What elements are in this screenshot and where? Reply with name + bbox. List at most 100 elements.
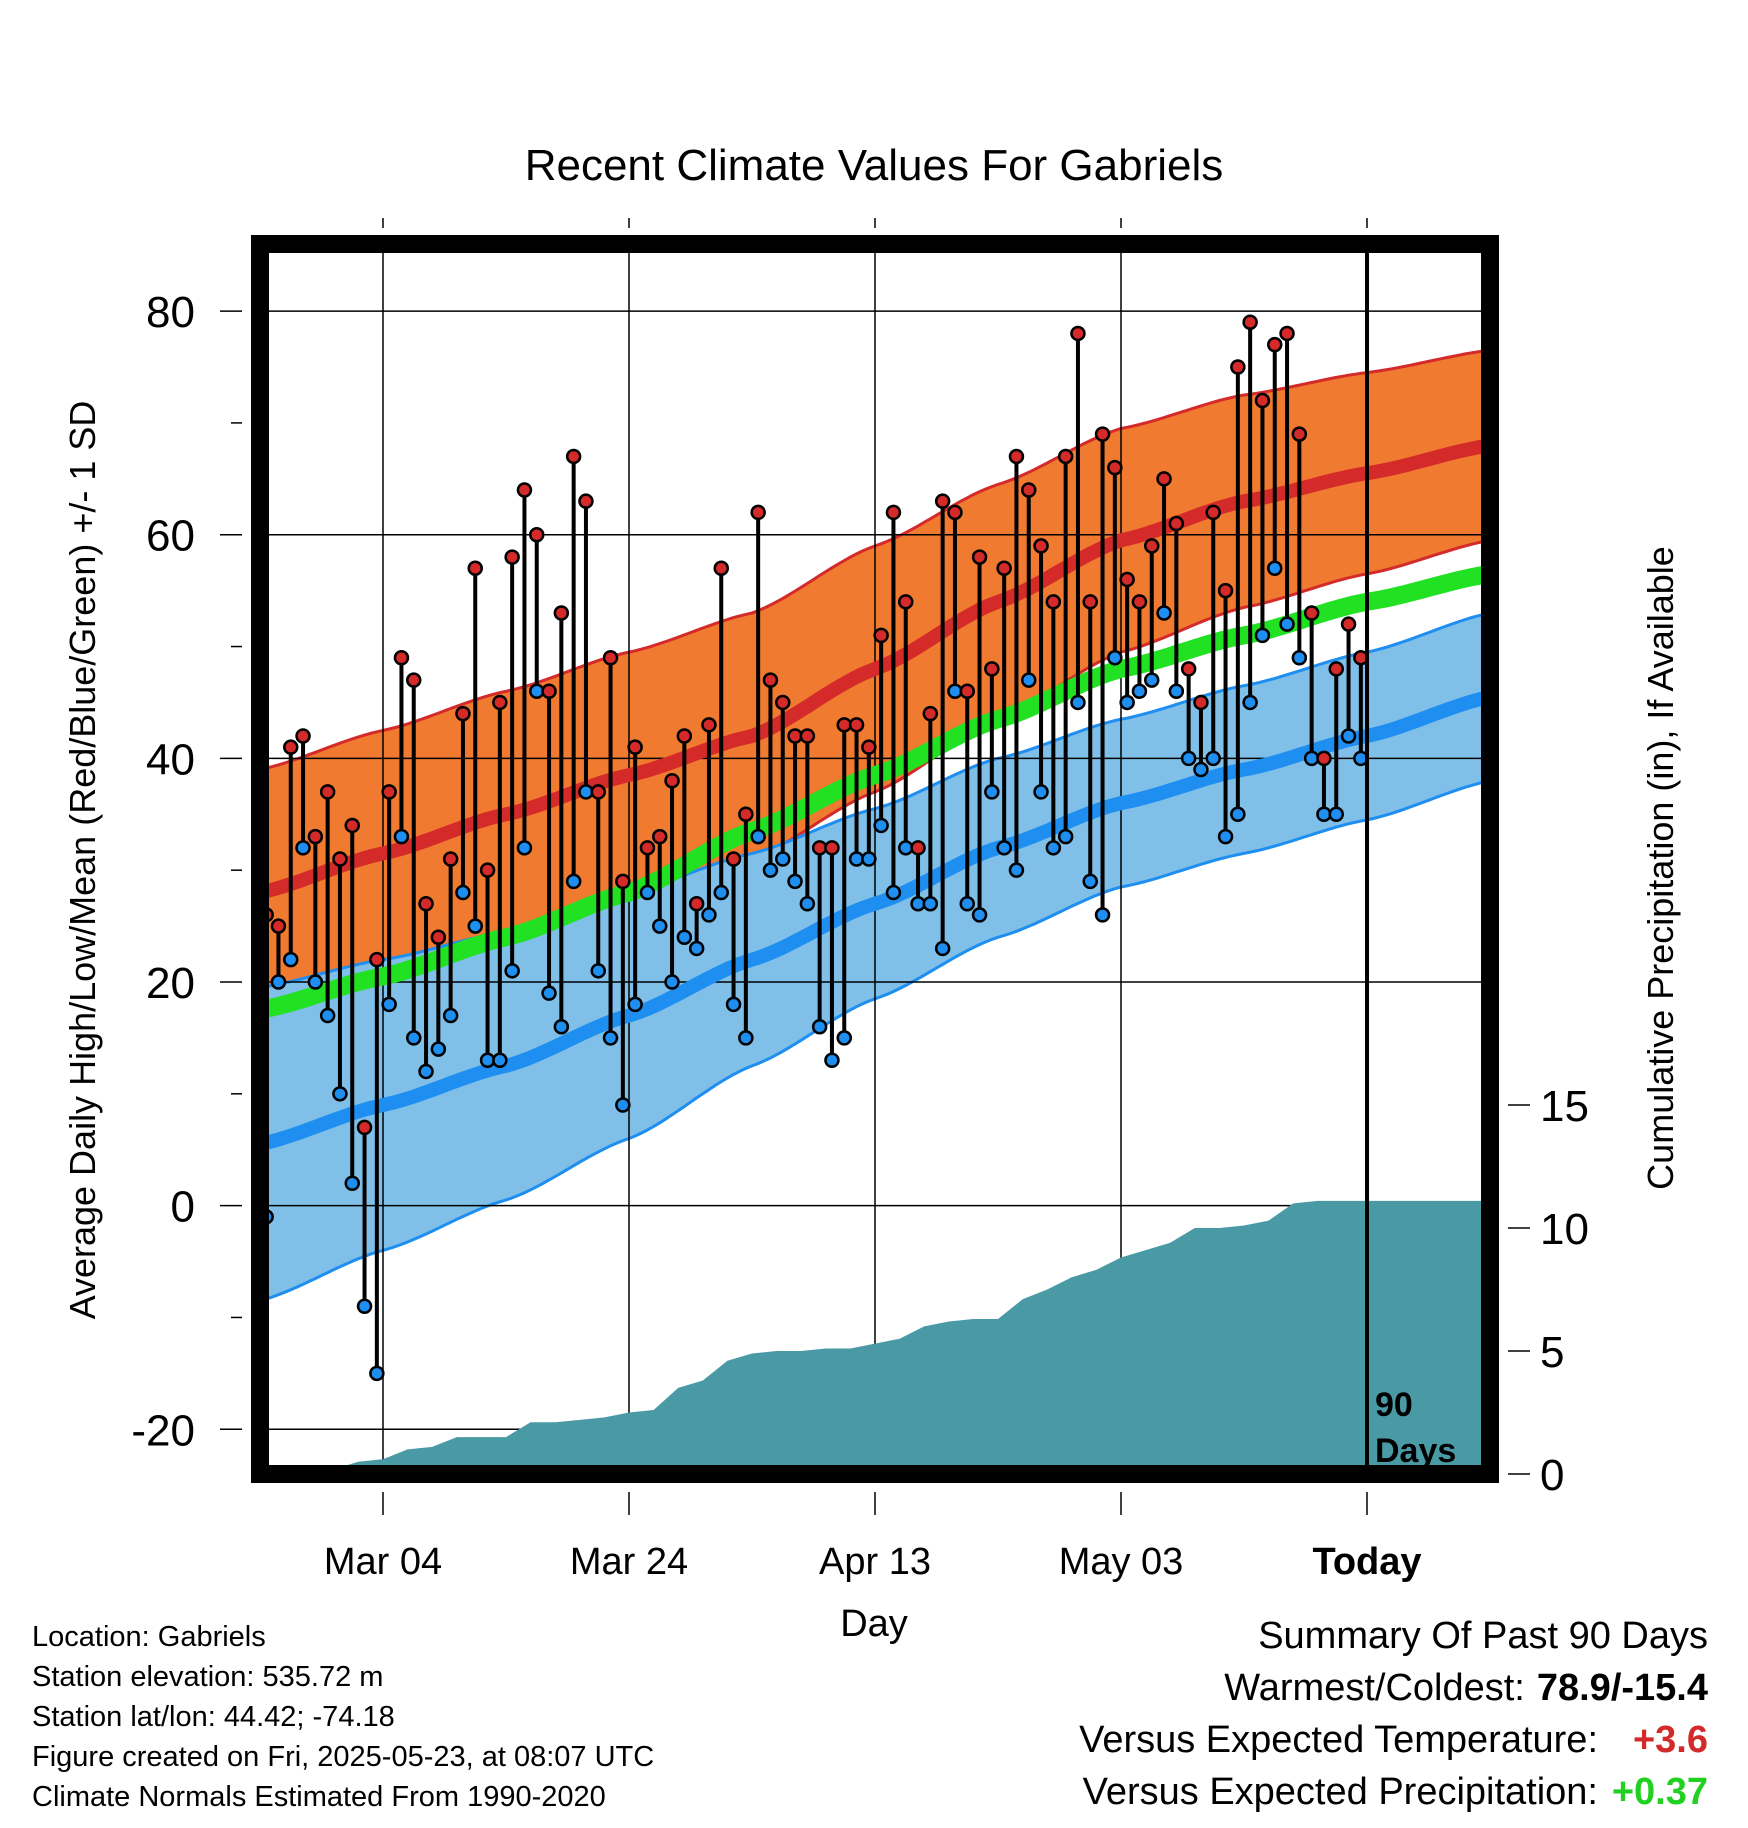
daily-high-point xyxy=(578,493,594,509)
y2-tick-label: 10 xyxy=(1540,1205,1589,1254)
daily-low-point xyxy=(1008,862,1025,878)
plot-area: 90 Days xyxy=(251,235,1499,1483)
daily-high-point xyxy=(344,817,360,834)
daily-high-point xyxy=(1340,616,1357,632)
latlon-text: Station lat/lon: 44.42; -74.18 xyxy=(32,1701,395,1733)
daily-high-point xyxy=(406,672,422,688)
daily-low-point xyxy=(1217,828,1234,845)
daily-low-point xyxy=(1094,907,1111,923)
daily-low-point xyxy=(479,1052,496,1069)
y2-tick-label: 15 xyxy=(1540,1082,1589,1131)
daily-high-point xyxy=(356,1119,373,1136)
daily-low-point xyxy=(319,1007,336,1024)
daily-low-point xyxy=(750,828,766,845)
daily-high-point xyxy=(701,717,717,733)
daily-high-point xyxy=(947,504,963,521)
daily-high-point xyxy=(615,873,631,890)
daily-high-point xyxy=(1328,661,1344,677)
daily-low-point xyxy=(824,1052,840,1069)
daily-high-point xyxy=(824,840,840,856)
daily-high-point xyxy=(861,739,877,755)
daily-high-point xyxy=(1254,392,1271,409)
daily-high-point xyxy=(1119,571,1135,588)
daily-low-point xyxy=(738,1030,754,1046)
daily-low-point xyxy=(553,1018,570,1035)
summary-title: Summary Of Past 90 Days xyxy=(1258,1615,1708,1657)
daily-low-point xyxy=(418,1063,434,1080)
daily-high-point xyxy=(479,862,496,878)
daily-low-point xyxy=(1045,840,1062,856)
daily-high-point xyxy=(1217,582,1234,599)
daily-high-point xyxy=(1291,426,1308,442)
warmest-coldest-label: Warmest/Coldest: xyxy=(1224,1667,1525,1709)
daily-low-point xyxy=(1082,873,1098,890)
daily-high-point xyxy=(455,705,471,722)
daily-low-point xyxy=(676,929,693,946)
daily-high-point xyxy=(1230,359,1246,375)
daily-low-point xyxy=(799,895,816,912)
daily-high-point xyxy=(664,772,680,789)
daily-high-point xyxy=(873,627,889,644)
daily-low-point xyxy=(1131,683,1148,700)
daily-low-point xyxy=(1230,806,1246,823)
daily-low-point xyxy=(295,840,311,856)
daily-low-point xyxy=(762,862,779,878)
daily-low-point xyxy=(541,985,557,1001)
daily-high-point xyxy=(381,784,397,800)
precip-area xyxy=(260,1200,1490,1474)
daily-low-point xyxy=(615,1097,631,1113)
daily-low-point xyxy=(934,940,951,957)
daily-high-point xyxy=(1144,538,1160,554)
daily-low-point xyxy=(1107,649,1123,666)
daily-high-point xyxy=(1168,515,1185,532)
daily-low-point xyxy=(1168,683,1185,700)
daily-high-point xyxy=(369,951,385,968)
daily-high-point xyxy=(934,493,951,509)
daily-low-point xyxy=(627,996,643,1013)
daily-high-point xyxy=(996,560,1012,577)
precip-anomaly-row: Versus Expected Precipitation: +0.37 xyxy=(1079,1766,1708,1818)
daily-high-point xyxy=(971,549,988,565)
y-tick-label: 60 xyxy=(146,512,195,561)
daily-high-point xyxy=(1267,336,1283,353)
y2-tick-label: 0 xyxy=(1540,1451,1564,1500)
marker-label-line1: 90 xyxy=(1375,1386,1413,1424)
temp-anomaly-label: Versus Expected Temperature: xyxy=(1079,1719,1598,1761)
daily-low-point xyxy=(356,1298,373,1315)
daily-high-point xyxy=(1021,482,1037,498)
daily-high-point xyxy=(652,828,668,845)
daily-high-point xyxy=(393,649,410,666)
daily-low-point xyxy=(430,1041,447,1057)
summary-panel: Summary Of Past 90 Days Warmest/Coldest:… xyxy=(1079,1610,1708,1818)
station-info: Location: Gabriels Station elevation: 53… xyxy=(32,1617,654,1817)
daily-low-point xyxy=(971,907,988,923)
x-tick-label: Apr 13 xyxy=(819,1541,931,1583)
temp-anomaly-value: +3.6 xyxy=(1632,1719,1708,1761)
daily-high-point xyxy=(775,694,791,711)
daily-low-point xyxy=(787,873,803,890)
daily-low-point xyxy=(885,884,902,901)
daily-low-point xyxy=(393,828,410,845)
daily-low-point xyxy=(701,907,717,923)
daily-low-point xyxy=(1193,761,1209,778)
daily-high-point xyxy=(1045,594,1062,610)
elevation-text: Station elevation: 535.72 m xyxy=(32,1661,384,1693)
y-tick-label: -20 xyxy=(131,1406,195,1455)
daily-low-point xyxy=(652,918,668,934)
daily-low-point xyxy=(1340,728,1357,744)
daily-low-point xyxy=(565,873,582,890)
daily-high-point xyxy=(270,918,287,934)
daily-high-point xyxy=(467,560,483,577)
normals-text: Climate Normals Estimated From 1990-2020 xyxy=(32,1781,606,1813)
daily-low-point xyxy=(1119,694,1135,711)
created-text: Figure created on Fri, 2025-05-23, at 08… xyxy=(32,1741,655,1773)
daily-low-point xyxy=(1205,750,1221,767)
daily-high-point xyxy=(1193,694,1209,711)
daily-high-point xyxy=(713,560,729,577)
daily-high-point xyxy=(1070,325,1086,342)
daily-low-point xyxy=(1267,560,1283,577)
daily-high-point xyxy=(1082,594,1098,610)
daily-low-point xyxy=(1291,649,1308,666)
daily-low-point xyxy=(1254,627,1271,644)
